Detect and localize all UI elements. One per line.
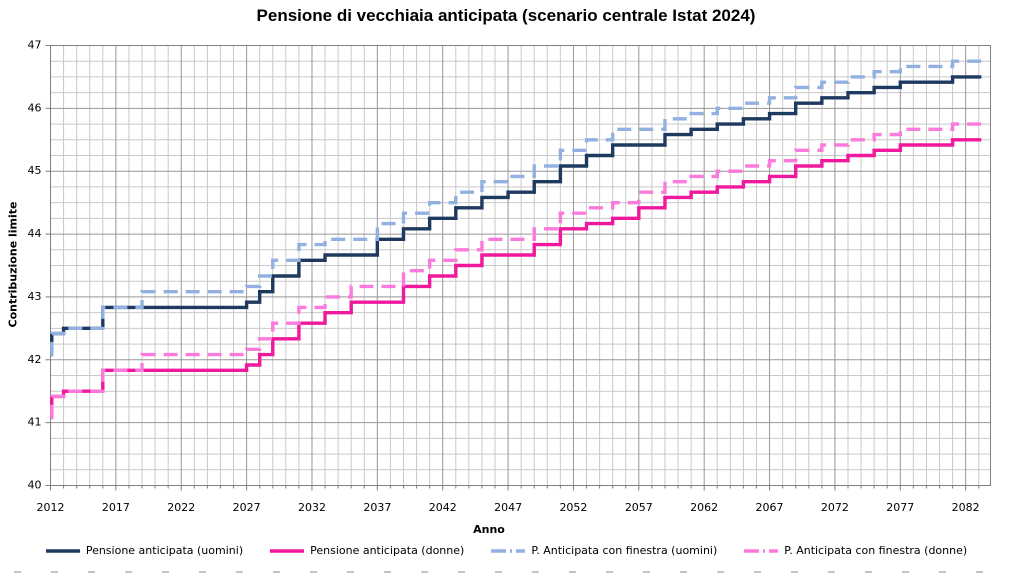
legend-label: P. Anticipata con finestra (donne) xyxy=(784,544,968,557)
legend-item: Pensione anticipata (donne) xyxy=(269,544,464,557)
series-line-1 xyxy=(50,75,982,357)
tick-label: 2072 xyxy=(821,501,849,514)
tick-label: 2067 xyxy=(756,501,784,514)
tick-label: 40 xyxy=(28,479,42,492)
plot-frame xyxy=(50,45,991,486)
bottom-tick-row xyxy=(14,571,1004,573)
tick-labels: 2012 2017 2022 2027 2032 2037 2042 2047 2052 2057… xyxy=(28,39,980,515)
chart-title: Pensione di vecchiaia anticipata (scenar… xyxy=(256,6,756,25)
tick-label: 44 xyxy=(28,227,42,240)
series-line-3 xyxy=(50,59,982,357)
tick-label: 2037 xyxy=(363,501,391,514)
tick-label: 2022 xyxy=(167,501,195,514)
legend-swatch xyxy=(270,548,305,553)
tick-label: 2047 xyxy=(494,501,522,514)
grid-major xyxy=(50,45,991,486)
series xyxy=(50,59,982,420)
tick-label: 2052 xyxy=(559,501,587,514)
tick-label: 2017 xyxy=(102,501,130,514)
tick-label: 46 xyxy=(28,101,42,114)
legend-label: Pensione anticipata (donne) xyxy=(310,544,465,557)
tick-label: 2027 xyxy=(233,501,261,514)
legend-label: Pensione anticipata (uomini) xyxy=(85,544,244,557)
grid-minor xyxy=(50,45,991,486)
tick-label: 41 xyxy=(28,416,42,429)
tick-label: 43 xyxy=(28,290,42,303)
tick-label: 47 xyxy=(28,39,42,52)
legend-label: P. Anticipata con finestra (uomini) xyxy=(531,544,718,557)
axes xyxy=(45,45,991,491)
tick-label: 2012 xyxy=(37,501,65,514)
tick-label: 2032 xyxy=(298,501,326,514)
legend-swatch xyxy=(45,548,80,553)
tick-label: 2082 xyxy=(952,501,980,514)
tick-label: 42 xyxy=(28,353,42,366)
series-line-4 xyxy=(50,122,982,420)
legend-item: P. Anticipata con finestra (donne) xyxy=(743,544,967,557)
legend-item: P. Anticipata con finestra (uomini) xyxy=(490,544,717,557)
series-line-2 xyxy=(50,138,982,420)
y-axis-title: Contribuzione limite xyxy=(6,201,20,328)
tick-label: 2042 xyxy=(429,501,457,514)
tick-label: 2077 xyxy=(886,501,914,514)
legend-swatch xyxy=(744,548,779,553)
legend-item: Pensione anticipata (uomini) xyxy=(45,544,243,557)
tick-label: 2062 xyxy=(690,501,718,514)
tick-label: 45 xyxy=(28,164,42,177)
chart-legend: Pensione anticipata (uomini) Pensione ant… xyxy=(0,544,1012,557)
legend-swatch xyxy=(491,548,526,553)
x-axis-title: Anno xyxy=(473,523,505,536)
tick-label: 2057 xyxy=(625,501,653,514)
